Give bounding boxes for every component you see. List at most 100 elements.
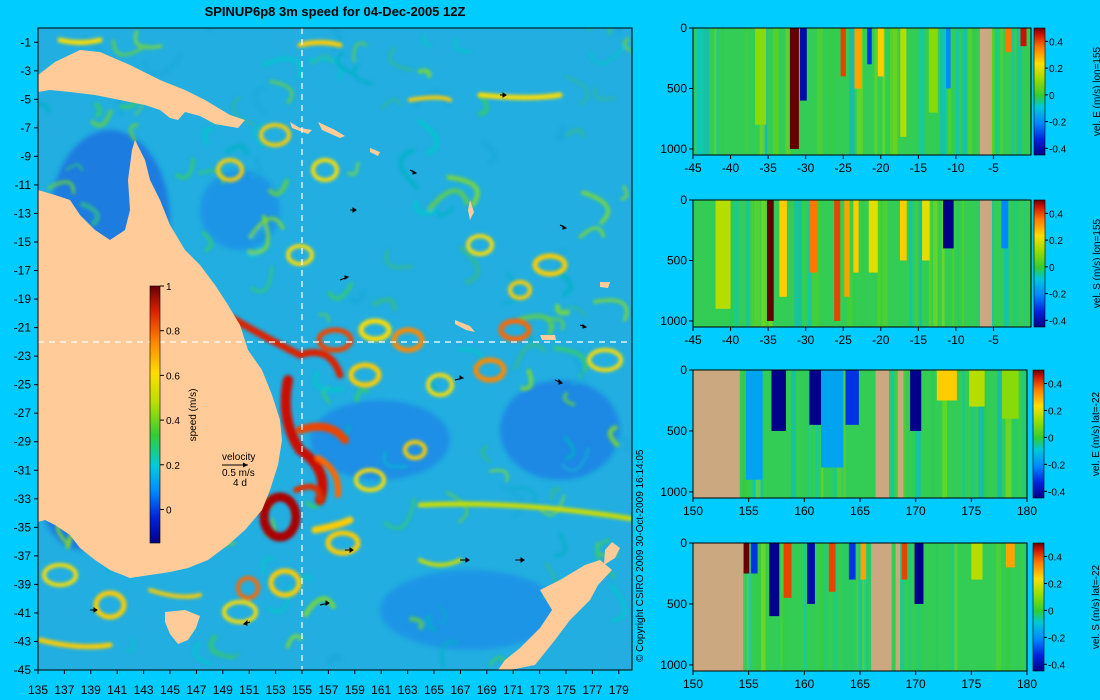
section-panel-4: 150 155 160 165 170 175 180 0 500 1000 0.4 0.2 0 -0.2… bbox=[660, 536, 1100, 691]
section-colorbar-tick-label: 0.2 bbox=[1048, 579, 1062, 590]
section-velocity-feature bbox=[766, 200, 774, 321]
section-y-tick-label: 1000 bbox=[660, 142, 687, 156]
section-x-tick-label: 155 bbox=[739, 504, 759, 518]
map-x-tick-label: 151 bbox=[239, 683, 259, 697]
section-velocity-feature bbox=[943, 200, 954, 249]
section-velocity-feature bbox=[936, 370, 957, 401]
section-velocity-feature bbox=[1001, 200, 1009, 249]
map-y-tick-label: -45 bbox=[14, 663, 32, 677]
section-velocity-feature bbox=[854, 28, 862, 89]
map-x-tick-label: 139 bbox=[81, 683, 101, 697]
section-velocity-feature bbox=[899, 200, 907, 261]
section-x-tick-label: -5 bbox=[988, 161, 999, 175]
section-x-tick-label: -30 bbox=[797, 161, 815, 175]
section-land bbox=[979, 200, 992, 327]
section-velocity-feature bbox=[877, 28, 884, 77]
velocity-legend-days: 4 d bbox=[233, 478, 247, 489]
section-x-tick-label: 175 bbox=[961, 677, 981, 691]
map-y-axis: -1 -3 -5 -7 -9 -11 -13 -15 -17 -19 -21 -23 -25 -27 -29… bbox=[14, 35, 38, 677]
map-x-tick-label: 179 bbox=[609, 683, 629, 697]
map-x-tick-label: 157 bbox=[318, 683, 338, 697]
section-colorbar-label: vel. S (m/s) lat=-22 bbox=[1091, 564, 1100, 649]
section-velocity-feature bbox=[1020, 28, 1027, 47]
velocity-legend-label: velocity bbox=[222, 452, 255, 463]
map-x-tick-label: 141 bbox=[107, 683, 127, 697]
section-velocity-feature bbox=[1001, 370, 1019, 419]
section-colorbar-tick-label: -0.4 bbox=[1048, 660, 1066, 671]
section-y-tick-label: 0 bbox=[680, 363, 687, 377]
section-x-tick-label: -40 bbox=[722, 333, 740, 347]
section-panel-2: -45 -40 -35 -30 -25 -20 -15 -10 -5 0 500 1000 0.4 0.2… bbox=[660, 193, 1100, 347]
section-y-tick-label: 1000 bbox=[660, 314, 687, 328]
speed-colorbar-tick-label: 1 bbox=[166, 282, 172, 293]
section-colorbar-tick-label: 0.4 bbox=[1049, 209, 1063, 220]
section-velocity-feature bbox=[1005, 543, 1015, 568]
section-velocity-feature bbox=[860, 543, 867, 580]
map-y-tick-label: -7 bbox=[20, 121, 31, 135]
section-velocity-feature bbox=[750, 543, 758, 574]
section-velocity-feature bbox=[789, 28, 799, 149]
speed-colorbar: 0 0.2 0.4 0.6 0.8 1 speed (m/s) bbox=[149, 282, 199, 544]
section-velocity-feature bbox=[969, 370, 985, 407]
section-y-tick-label: 0 bbox=[680, 193, 687, 207]
map-x-tick-label: 165 bbox=[424, 683, 444, 697]
map-y-tick-label: -23 bbox=[14, 349, 32, 363]
figure-title: SPINUP6p8 3m speed for 04-Dec-2005 12Z bbox=[205, 4, 466, 19]
map-x-tick-label: 163 bbox=[398, 683, 418, 697]
section-velocity-feature bbox=[809, 370, 822, 425]
section-x-tick-label: 165 bbox=[850, 677, 870, 691]
section-y-tick-label: 500 bbox=[667, 253, 687, 267]
map-y-tick-label: -1 bbox=[20, 35, 31, 49]
section-velocity-feature bbox=[771, 370, 786, 431]
section-x-tick-label: -35 bbox=[759, 333, 777, 347]
section-x-tick-label: -5 bbox=[988, 333, 999, 347]
section-x-tick-label: -15 bbox=[910, 161, 928, 175]
section-velocity-feature bbox=[1005, 28, 1012, 53]
map-x-tick-label: 149 bbox=[213, 683, 233, 697]
speed-map: 135 137 139 141 143 145 147 149 151 153 155 157 159 1… bbox=[14, 27, 633, 697]
section-x-tick-label: -10 bbox=[947, 161, 965, 175]
section-colorbar-tick-label: -0.4 bbox=[1049, 316, 1067, 327]
map-x-tick-label: 159 bbox=[345, 683, 365, 697]
section-land bbox=[875, 370, 889, 498]
section-colorbar bbox=[1033, 27, 1046, 156]
section-colorbar-tick-label: -0.2 bbox=[1048, 633, 1066, 644]
section-x-tick-label: -25 bbox=[835, 161, 853, 175]
speed-colorbar-tick-label: 0.8 bbox=[166, 327, 180, 338]
section-velocity-feature bbox=[754, 28, 767, 125]
section-velocity-feature bbox=[914, 543, 924, 604]
copyright-text: © Copyright CSIRO 2009 30-Oct-2009 16:14… bbox=[635, 449, 646, 662]
section-x-tick-label: 180 bbox=[1017, 504, 1037, 518]
section-colorbar-tick-label: 0.4 bbox=[1048, 379, 1062, 390]
section-colorbar-tick-label: 0.4 bbox=[1049, 37, 1063, 48]
section-x-tick-label: 160 bbox=[794, 677, 814, 691]
section-velocity-feature bbox=[928, 28, 938, 113]
section-x-tick-label: 155 bbox=[739, 677, 759, 691]
section-colorbar-tick-label: -0.2 bbox=[1048, 460, 1066, 471]
section-y-tick-label: 1000 bbox=[660, 658, 687, 672]
section-x-tick-label: 160 bbox=[794, 504, 814, 518]
section-x-tick-label: -15 bbox=[910, 333, 928, 347]
map-y-tick-label: -9 bbox=[20, 149, 31, 163]
section-x-tick-label: 150 bbox=[683, 677, 703, 691]
map-y-tick-label: -37 bbox=[14, 549, 32, 563]
section-velocity-feature bbox=[845, 370, 859, 425]
map-x-tick-label: 177 bbox=[582, 683, 602, 697]
section-colorbar-tick-label: 0.2 bbox=[1048, 406, 1062, 417]
map-y-tick-label: -43 bbox=[14, 634, 32, 648]
section-colorbar-tick-label: -0.4 bbox=[1049, 144, 1067, 155]
section-land bbox=[895, 543, 901, 671]
section-colorbar-tick-label: 0.4 bbox=[1048, 552, 1062, 563]
section-colorbar bbox=[1033, 199, 1046, 328]
map-x-tick-label: 175 bbox=[556, 683, 576, 697]
map-x-tick-label: 161 bbox=[371, 683, 391, 697]
section-panel-1: -45 -40 -35 -30 -25 -20 -15 -10 -5 0 500 1000 0.4 0.2… bbox=[660, 21, 1100, 175]
section-x-tick-label: 165 bbox=[850, 504, 870, 518]
section-velocity-feature bbox=[946, 28, 951, 89]
map-y-tick-label: -41 bbox=[14, 606, 32, 620]
section-x-tick-label: 170 bbox=[906, 504, 926, 518]
map-y-tick-label: -31 bbox=[14, 463, 32, 477]
section-land bbox=[693, 370, 740, 498]
section-x-tick-label: -40 bbox=[722, 161, 740, 175]
section-x-tick-label: 180 bbox=[1017, 677, 1037, 691]
